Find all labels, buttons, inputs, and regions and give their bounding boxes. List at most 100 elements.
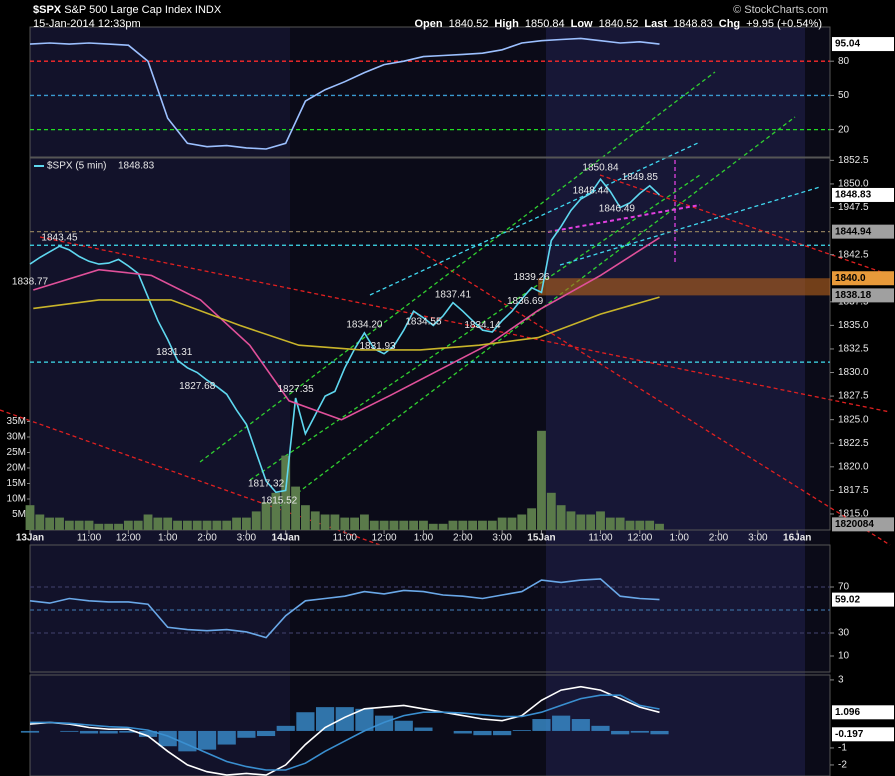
session-band bbox=[546, 27, 805, 776]
volume-tick-label: 35M bbox=[7, 416, 26, 427]
quote-value: +9.95 (+0.54%) bbox=[746, 18, 822, 30]
volume-bar bbox=[143, 514, 153, 530]
volume-tick-label: 15M bbox=[7, 478, 26, 489]
price-label: 1817.32 bbox=[248, 479, 285, 490]
volume-bar bbox=[114, 523, 123, 530]
trend-line bbox=[274, 116, 796, 511]
volume-bar bbox=[399, 520, 409, 530]
trend-line bbox=[39, 236, 891, 413]
x-tick-label: 16Jan bbox=[783, 533, 811, 544]
quote-label: Low bbox=[570, 18, 593, 30]
volume-bar bbox=[409, 520, 419, 530]
series-line bbox=[29, 37, 660, 150]
price-label: 1848.44 bbox=[573, 185, 610, 196]
series-line bbox=[29, 177, 661, 494]
volume-bar bbox=[507, 517, 517, 530]
volume-bar bbox=[173, 520, 182, 530]
volume-tick-label: 30M bbox=[7, 432, 26, 443]
x-tick-label: 3:00 bbox=[237, 533, 257, 544]
histogram-bar bbox=[119, 730, 138, 733]
x-tick-label: 1:00 bbox=[669, 533, 689, 544]
volume-bar bbox=[45, 517, 55, 530]
volume-bar bbox=[369, 520, 379, 530]
y-tick-label: 1830.0 bbox=[838, 367, 869, 378]
price-label: 1834.20 bbox=[346, 320, 383, 331]
x-tick-label: 2:00 bbox=[709, 533, 729, 544]
x-tick-label: 11:00 bbox=[77, 533, 102, 544]
volume-bar bbox=[182, 520, 192, 530]
volume-bar bbox=[192, 520, 202, 530]
value-box-label: 95.04 bbox=[835, 39, 860, 50]
quote-label: High bbox=[494, 18, 519, 30]
y-tick-label: 1827.5 bbox=[838, 391, 869, 402]
panel-frame bbox=[29, 674, 831, 776]
y-tick-label: 1842.5 bbox=[838, 249, 869, 260]
instrument: $SPX S&P 500 Large Cap Index INDX bbox=[33, 3, 221, 17]
volume-bar bbox=[645, 520, 655, 530]
y-tick-label: 70 bbox=[838, 582, 850, 593]
volume-bar bbox=[419, 520, 428, 530]
volume-bar bbox=[350, 517, 360, 530]
quote-label: Open bbox=[414, 18, 443, 30]
histogram-bar bbox=[493, 730, 512, 736]
price-label: 1831.31 bbox=[156, 347, 193, 358]
y-tick-label: 1832.5 bbox=[838, 344, 869, 355]
volume-bar bbox=[202, 520, 212, 530]
volume-tick-label: 5M bbox=[12, 509, 26, 520]
panel-frame bbox=[29, 26, 831, 158]
histogram-bar bbox=[414, 727, 433, 731]
volume-bar bbox=[320, 514, 330, 530]
volume-bar bbox=[517, 514, 527, 530]
x-tick-label: 11:00 bbox=[333, 533, 358, 544]
session-shading bbox=[30, 27, 830, 776]
price-label: 1850.84 bbox=[582, 163, 619, 174]
histogram-bar bbox=[532, 719, 551, 731]
value-box bbox=[832, 37, 894, 52]
x-tick-label: 12:00 bbox=[627, 533, 652, 544]
histogram-bar bbox=[217, 730, 236, 745]
volume-bar bbox=[360, 514, 369, 530]
series-line bbox=[30, 694, 660, 771]
histogram-bar bbox=[79, 730, 99, 734]
instrument-name: S&P 500 Large Cap Index bbox=[64, 4, 192, 16]
y-tick-label: 20 bbox=[838, 124, 850, 135]
price-label: 1836.69 bbox=[507, 296, 544, 307]
quote-label: Last bbox=[644, 18, 667, 30]
session-band bbox=[805, 27, 830, 776]
volume-tick-label: 20M bbox=[7, 463, 26, 474]
volume-bar bbox=[291, 486, 300, 530]
volume-bar bbox=[458, 520, 468, 530]
trend-line bbox=[559, 186, 821, 266]
volume-bar bbox=[438, 523, 448, 530]
value-box bbox=[832, 187, 894, 202]
histogram-bar bbox=[512, 730, 531, 731]
value-box-label: 1844.94 bbox=[835, 226, 872, 237]
value-box bbox=[832, 271, 894, 286]
price-zone bbox=[538, 278, 830, 296]
y-tick-label: -1 bbox=[838, 743, 847, 754]
y-tick-label: 80 bbox=[838, 56, 850, 67]
value-box-label: 1820084 bbox=[835, 519, 874, 530]
histogram-bar bbox=[394, 720, 413, 731]
credit: © StockCharts.com bbox=[733, 4, 828, 16]
volume-bar bbox=[281, 455, 291, 530]
y-tick-label: 1817.5 bbox=[838, 485, 869, 496]
trend-line bbox=[369, 141, 701, 296]
series-line bbox=[33, 237, 660, 421]
volume-bar bbox=[300, 505, 310, 530]
histogram-bar bbox=[552, 715, 571, 731]
histogram-bar bbox=[197, 730, 217, 750]
volume-bar bbox=[625, 520, 635, 530]
y-tick-label: 1820.0 bbox=[838, 461, 869, 472]
histogram-bar bbox=[473, 730, 492, 736]
value-box bbox=[832, 705, 894, 720]
value-box bbox=[832, 592, 894, 607]
price-label: 1849.85 bbox=[622, 172, 659, 183]
volume-bar bbox=[153, 517, 163, 530]
x-tick-label: 15Jan bbox=[527, 533, 555, 544]
trend-line bbox=[599, 174, 891, 276]
quote-value: 1850.84 bbox=[524, 18, 565, 30]
price-label: 1827.35 bbox=[277, 384, 314, 395]
volume-bar bbox=[537, 430, 546, 530]
panel-frame bbox=[29, 544, 831, 673]
